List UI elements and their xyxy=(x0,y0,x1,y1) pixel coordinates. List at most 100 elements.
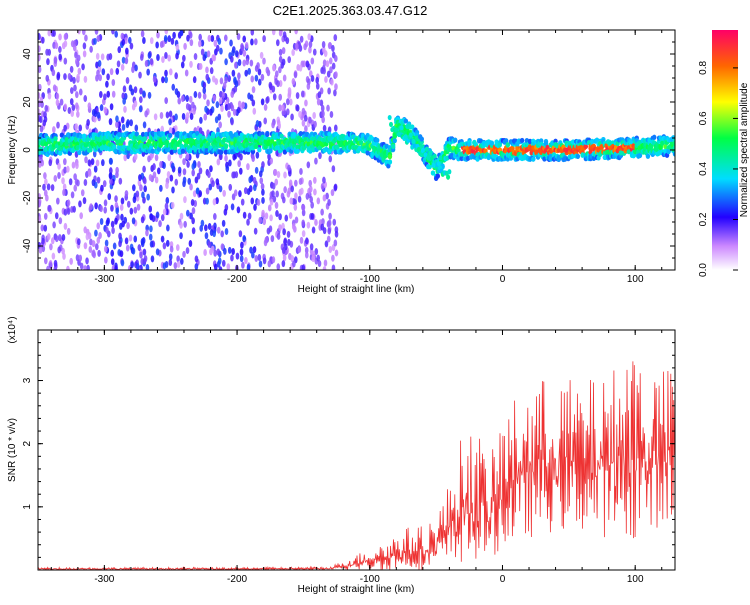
spectrogram-cell xyxy=(155,248,160,256)
spectrogram-cell xyxy=(120,32,125,40)
spectrogram-cell xyxy=(74,102,79,110)
spectrogram-cell xyxy=(285,37,290,45)
spectrogram-cell xyxy=(282,196,286,204)
spectrogram-cell xyxy=(210,35,215,43)
spectrogram-cell xyxy=(38,45,41,53)
spectrogram-cell xyxy=(227,110,231,118)
spectrogram-cell xyxy=(149,37,154,45)
spectrogram-cell xyxy=(155,211,160,219)
spectrogram-cell xyxy=(250,197,255,205)
spectrogram-cell xyxy=(141,191,145,199)
spectrogram-cell xyxy=(274,178,279,186)
spectrogram-cell xyxy=(138,71,142,79)
spectrogram-cell xyxy=(320,223,325,231)
spectrogram-cell xyxy=(278,93,283,101)
spectrogram-cell xyxy=(666,149,671,155)
spectrogram-cell xyxy=(250,75,255,83)
spectrogram-cell xyxy=(192,190,197,198)
spectrogram-cell xyxy=(51,69,56,77)
spectrogram-cell xyxy=(250,38,254,46)
spectrogram-cell xyxy=(314,248,319,256)
spectrogram-cell xyxy=(177,97,182,105)
spectrogram-cell xyxy=(164,97,168,105)
spectrogram-cell xyxy=(143,185,148,193)
spectrogram-cell xyxy=(276,263,281,270)
spectrogram-cell xyxy=(57,246,62,254)
spectrogram-cell xyxy=(230,55,234,63)
spectrogram-cell xyxy=(291,77,296,85)
spectrogram-cell xyxy=(321,41,326,49)
spectrogram-cell xyxy=(217,37,222,45)
spectrogram-cell xyxy=(119,250,124,258)
spectrogram-cell xyxy=(216,158,221,166)
spectrogram-cell xyxy=(162,262,167,270)
spectrogram-cell xyxy=(47,92,52,100)
spectrogram-cell xyxy=(206,50,211,58)
spectrogram-cell xyxy=(56,121,60,129)
spectrogram-cell xyxy=(280,61,285,69)
spectrogram-cell xyxy=(334,230,339,238)
spectrogram-cell xyxy=(58,33,62,41)
spectrogram-cell xyxy=(209,108,213,116)
spectrogram-cell xyxy=(272,93,277,101)
spectrogram-cell xyxy=(306,82,311,90)
spectrogram-cell xyxy=(254,64,259,72)
spectrogram-cell xyxy=(266,227,271,235)
spectrogram-cell xyxy=(230,104,235,112)
spectrogram-cell xyxy=(648,144,654,150)
spectrogram-cell xyxy=(128,36,132,44)
spectrogram-cell xyxy=(645,153,651,159)
spectrogram-cell xyxy=(184,69,189,77)
spectrogram-cell xyxy=(180,148,186,154)
spectrogram-cell xyxy=(175,52,179,60)
spectrogram-cell xyxy=(301,107,306,115)
spectrogram-cell xyxy=(423,152,428,158)
spectrogram-cell xyxy=(78,254,83,262)
spectrogram-cell xyxy=(322,266,327,270)
spectrogram-cell xyxy=(324,146,329,152)
spectrogram-cell xyxy=(71,161,76,169)
spectrogram-cell xyxy=(267,153,271,161)
spectrogram-cell xyxy=(295,104,300,112)
spectrogram-cell xyxy=(168,258,173,266)
spectrogram-cell xyxy=(333,54,338,62)
spectrogram-cell xyxy=(82,42,87,50)
spectrogram-cell xyxy=(90,158,95,166)
spectrogram-cell xyxy=(334,249,339,257)
spectrogram-cell xyxy=(282,31,287,39)
spectrogram-cell xyxy=(111,79,116,87)
spectrogram-cell xyxy=(261,196,265,204)
spectrogram-cell xyxy=(89,45,93,53)
spectrogram-cell xyxy=(301,119,306,127)
spectrogram-cell xyxy=(287,87,292,95)
spectrogram-cell xyxy=(47,30,52,37)
spectrogram-cell xyxy=(193,53,198,61)
spectrogram-cell xyxy=(165,111,170,119)
spectrogram-cell xyxy=(189,113,194,121)
spectrogram-cell xyxy=(118,232,122,240)
spectrogram-cell xyxy=(149,58,154,66)
spectrogram-cell xyxy=(111,30,115,35)
spectrogram-cell xyxy=(173,262,178,270)
spectrogram-cell xyxy=(237,72,241,80)
spectrogram-cell xyxy=(52,84,57,92)
spectrogram-cell xyxy=(305,237,309,245)
spectrogram-cell xyxy=(53,259,58,267)
spectrogram-cell xyxy=(230,118,234,126)
spectrogram-cell xyxy=(182,168,187,176)
spectrogram-cell xyxy=(295,148,300,154)
spectrogram-cell xyxy=(241,261,245,269)
spectrogram-cell xyxy=(589,138,595,144)
spectrogram-cell xyxy=(191,217,195,225)
snr-xlabel: Height of straight line (km) xyxy=(298,584,415,595)
spectrogram-cell xyxy=(126,200,131,208)
spectrogram-cell xyxy=(124,237,129,245)
spectrogram-cell xyxy=(318,152,322,160)
spectrogram-cell xyxy=(219,77,224,85)
spectrogram-cell xyxy=(135,263,140,270)
spectrogram-cell xyxy=(234,171,239,179)
spectrogram-cell xyxy=(96,236,101,244)
spectrogram-cell xyxy=(69,65,74,73)
spectrogram-cell xyxy=(109,103,114,111)
spectrogram-cell xyxy=(251,251,255,259)
